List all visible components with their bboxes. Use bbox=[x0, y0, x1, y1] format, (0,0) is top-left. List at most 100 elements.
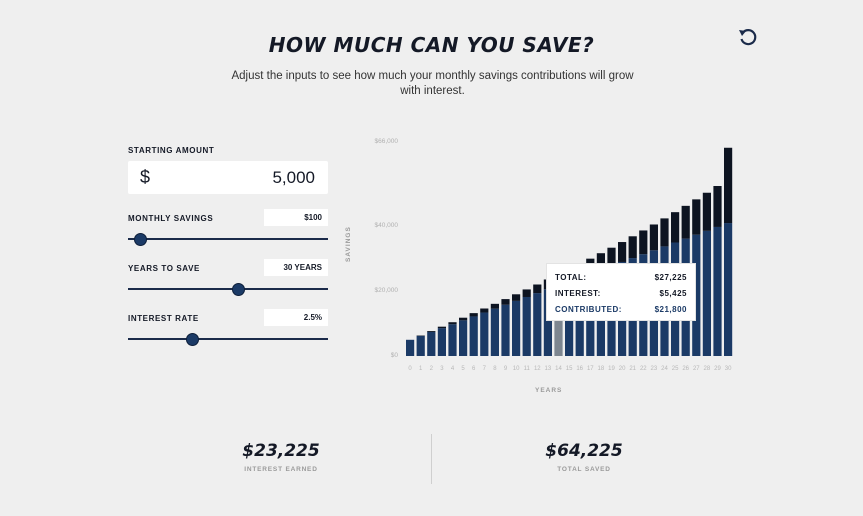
y-axis-label: SAVINGS bbox=[345, 226, 352, 262]
bar-contributed-year-3[interactable] bbox=[437, 328, 446, 356]
bar-contributed-year-13[interactable] bbox=[543, 289, 552, 356]
interest-rate-slider-thumb[interactable] bbox=[185, 333, 199, 346]
bar-interest-year-8[interactable] bbox=[490, 303, 499, 309]
x-tick-label: 4 bbox=[450, 366, 455, 372]
bar-interest-year-9[interactable] bbox=[501, 299, 510, 305]
monthly-savings-slider[interactable] bbox=[128, 238, 328, 240]
x-tick-label: 27 bbox=[692, 366, 700, 372]
bar-interest-year-27[interactable] bbox=[692, 199, 701, 235]
bar-interest-year-4[interactable] bbox=[448, 322, 457, 325]
x-tick-label: 5 bbox=[461, 366, 465, 372]
x-tick-label: 15 bbox=[565, 366, 573, 372]
x-axis-label: YEARS bbox=[535, 387, 563, 394]
years-to-save-field[interactable]: 30 YEARS bbox=[264, 259, 328, 276]
tooltip-total-value: $27,225 bbox=[654, 273, 687, 282]
x-tick-label: 23 bbox=[650, 366, 658, 372]
monthly-savings-slider-thumb[interactable] bbox=[133, 233, 147, 246]
bar-contributed-year-2[interactable] bbox=[427, 332, 436, 356]
bar-interest-year-12[interactable] bbox=[533, 284, 542, 294]
interest-earned-value: $23,225 bbox=[242, 441, 320, 461]
x-tick-label: 29 bbox=[714, 366, 721, 372]
bar-interest-year-3[interactable] bbox=[437, 326, 446, 329]
tooltip-total-row: TOTAL: $27,225 bbox=[555, 273, 687, 282]
y-tick-label: $0 bbox=[390, 352, 398, 359]
bar-contributed-year-12[interactable] bbox=[533, 293, 542, 356]
interest-rate-label: INTEREST RATE bbox=[128, 314, 199, 323]
bar-contributed-year-29[interactable] bbox=[713, 226, 722, 356]
bar-contributed-year-7[interactable] bbox=[480, 312, 489, 356]
x-tick-label: 28 bbox=[703, 366, 711, 372]
x-tick-label: 11 bbox=[523, 366, 530, 372]
bar-contributed-year-27[interactable] bbox=[692, 234, 701, 356]
x-tick-label: 21 bbox=[629, 366, 637, 372]
x-tick-label: 18 bbox=[597, 366, 605, 372]
interest-rate-field[interactable]: 2.5% bbox=[264, 309, 328, 326]
x-tick-label: 9 bbox=[503, 366, 508, 372]
x-tick-label: 25 bbox=[671, 366, 679, 372]
bar-interest-year-20[interactable] bbox=[618, 242, 627, 262]
bar-contributed-year-4[interactable] bbox=[448, 324, 457, 356]
bar-interest-year-11[interactable] bbox=[522, 289, 531, 297]
bar-interest-year-29[interactable] bbox=[713, 185, 722, 227]
x-tick-label: 26 bbox=[682, 366, 690, 372]
bar-interest-year-21[interactable] bbox=[628, 236, 637, 259]
bar-contributed-year-8[interactable] bbox=[490, 308, 499, 356]
y-tick-label: $40,000 bbox=[374, 222, 399, 230]
x-tick-label: 20 bbox=[618, 366, 626, 372]
bar-interest-year-7[interactable] bbox=[480, 308, 489, 313]
bar-interest-year-2[interactable] bbox=[427, 331, 436, 333]
tooltip-contributed-label: CONTRIBUTED: bbox=[555, 305, 622, 314]
interest-rate-slider[interactable] bbox=[128, 338, 328, 340]
bar-contributed-year-11[interactable] bbox=[522, 296, 531, 356]
y-tick-label: $20,000 bbox=[374, 287, 399, 295]
x-tick-label: 24 bbox=[661, 366, 668, 372]
bar-interest-year-26[interactable] bbox=[681, 205, 690, 239]
x-tick-label: 12 bbox=[533, 366, 541, 372]
bar-contributed-year-0[interactable] bbox=[406, 339, 415, 356]
bar-interest-year-5[interactable] bbox=[459, 317, 468, 321]
summary-divider bbox=[431, 434, 432, 484]
bar-contributed-year-1[interactable] bbox=[416, 335, 425, 356]
bar-contributed-year-30[interactable] bbox=[724, 223, 733, 356]
bar-interest-year-18[interactable] bbox=[596, 253, 605, 270]
page-title: HOW MUCH CAN YOU SAVE? bbox=[268, 33, 595, 57]
x-tick-label: 6 bbox=[472, 366, 476, 372]
x-tick-label: 30 bbox=[724, 366, 732, 372]
x-tick-label: 2 bbox=[429, 366, 433, 372]
tooltip-interest-value: $5,425 bbox=[659, 289, 687, 298]
starting-amount-value[interactable]: 5,000 bbox=[272, 168, 315, 187]
bar-interest-year-24[interactable] bbox=[660, 218, 669, 247]
bar-interest-year-28[interactable] bbox=[702, 192, 711, 231]
bar-interest-year-22[interactable] bbox=[639, 230, 648, 255]
bar-interest-year-6[interactable] bbox=[469, 313, 478, 317]
years-to-save-slider[interactable] bbox=[128, 288, 328, 290]
monthly-savings-field[interactable]: $100 bbox=[264, 209, 328, 226]
x-tick-label: 1 bbox=[419, 366, 423, 372]
interest-earned-label: INTEREST EARNED bbox=[244, 466, 318, 473]
years-to-save-label: YEARS TO SAVE bbox=[128, 264, 200, 273]
tooltip-total-label: TOTAL: bbox=[555, 273, 587, 282]
bar-contributed-year-6[interactable] bbox=[469, 316, 478, 356]
y-tick-label: $66,000 bbox=[374, 138, 399, 145]
bar-interest-year-10[interactable] bbox=[512, 294, 521, 301]
bar-contributed-year-9[interactable] bbox=[501, 304, 510, 356]
x-tick-label: 16 bbox=[576, 366, 584, 372]
bar-interest-year-30[interactable] bbox=[724, 147, 733, 224]
x-tick-label: 22 bbox=[639, 366, 647, 372]
bar-interest-year-23[interactable] bbox=[649, 224, 658, 251]
bar-interest-year-25[interactable] bbox=[671, 212, 680, 243]
bar-contributed-year-28[interactable] bbox=[702, 230, 711, 356]
currency-symbol: $ bbox=[140, 167, 151, 187]
years-to-save-slider-thumb[interactable] bbox=[231, 283, 245, 296]
tooltip-interest-row: INTEREST: $5,425 bbox=[555, 289, 687, 298]
bar-contributed-year-5[interactable] bbox=[459, 320, 468, 356]
starting-amount-label: STARTING AMOUNT bbox=[128, 146, 215, 155]
starting-amount-field[interactable]: $ 5,000 bbox=[128, 161, 328, 194]
x-tick-label: 8 bbox=[493, 366, 497, 372]
page-subtitle: Adjust the inputs to see how much your m… bbox=[231, 70, 634, 97]
monthly-savings-label: MONTHLY SAVINGS bbox=[128, 214, 214, 223]
bar-interest-year-19[interactable] bbox=[607, 247, 616, 266]
reset-icon[interactable] bbox=[736, 25, 760, 49]
bar-contributed-year-10[interactable] bbox=[512, 300, 521, 356]
x-tick-label: 19 bbox=[608, 366, 615, 372]
